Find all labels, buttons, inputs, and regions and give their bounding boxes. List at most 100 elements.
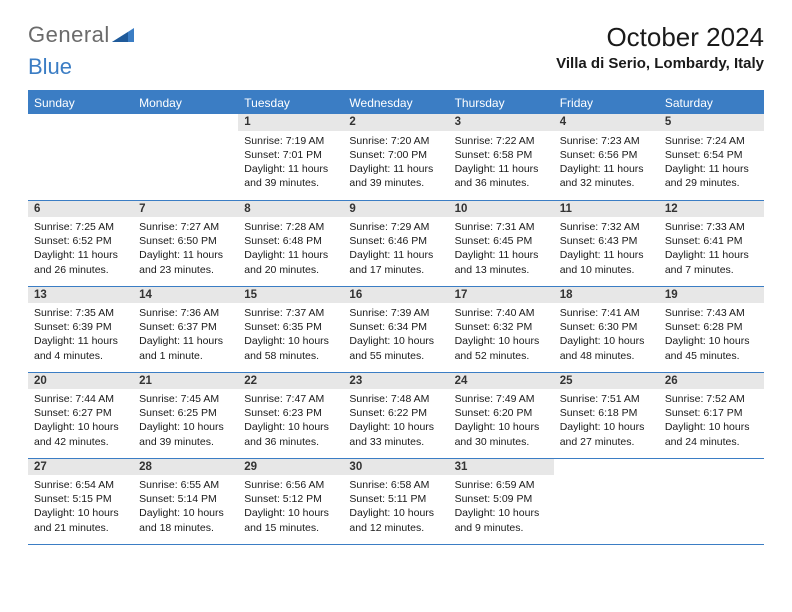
day-number: 2 [343,114,448,131]
calendar-cell: 3Sunrise: 7:22 AMSunset: 6:58 PMDaylight… [449,114,554,200]
weekday-header-row: Sunday Monday Tuesday Wednesday Thursday… [28,91,764,114]
day-details: Sunrise: 7:19 AMSunset: 7:01 PMDaylight:… [238,131,343,195]
day-number: 15 [238,287,343,304]
day-number: 19 [659,287,764,304]
calendar-week-row: 13Sunrise: 7:35 AMSunset: 6:39 PMDayligh… [28,286,764,372]
day-details: Sunrise: 7:37 AMSunset: 6:35 PMDaylight:… [238,303,343,367]
brand-word-2: Blue [28,54,72,79]
day-number: 7 [133,201,238,218]
day-details: Sunrise: 7:20 AMSunset: 7:00 PMDaylight:… [343,131,448,195]
calendar-cell [133,114,238,200]
calendar-week-row: 1Sunrise: 7:19 AMSunset: 7:01 PMDaylight… [28,114,764,200]
calendar-cell: 30Sunrise: 6:58 AMSunset: 5:11 PMDayligh… [343,458,448,544]
calendar-cell: 4Sunrise: 7:23 AMSunset: 6:56 PMDaylight… [554,114,659,200]
day-details: Sunrise: 7:27 AMSunset: 6:50 PMDaylight:… [133,217,238,281]
day-details: Sunrise: 7:31 AMSunset: 6:45 PMDaylight:… [449,217,554,281]
col-friday: Friday [554,91,659,114]
day-details: Sunrise: 7:24 AMSunset: 6:54 PMDaylight:… [659,131,764,195]
calendar-cell [554,458,659,544]
day-number: 6 [28,201,133,218]
calendar-cell: 19Sunrise: 7:43 AMSunset: 6:28 PMDayligh… [659,286,764,372]
calendar-table: Sunday Monday Tuesday Wednesday Thursday… [28,90,764,545]
day-number: 22 [238,373,343,390]
day-details: Sunrise: 6:54 AMSunset: 5:15 PMDaylight:… [28,475,133,539]
logo-triangle-icon [112,26,136,44]
calendar-cell: 15Sunrise: 7:37 AMSunset: 6:35 PMDayligh… [238,286,343,372]
day-details: Sunrise: 7:28 AMSunset: 6:48 PMDaylight:… [238,217,343,281]
day-number: 12 [659,201,764,218]
col-saturday: Saturday [659,91,764,114]
day-details: Sunrise: 7:40 AMSunset: 6:32 PMDaylight:… [449,303,554,367]
brand-logo: General [28,22,136,48]
calendar-page: General October 2024 Villa di Serio, Lom… [0,0,792,545]
calendar-week-row: 20Sunrise: 7:44 AMSunset: 6:27 PMDayligh… [28,372,764,458]
day-details: Sunrise: 6:59 AMSunset: 5:09 PMDaylight:… [449,475,554,539]
calendar-cell [28,114,133,200]
col-wednesday: Wednesday [343,91,448,114]
calendar-week-row: 27Sunrise: 6:54 AMSunset: 5:15 PMDayligh… [28,458,764,544]
calendar-cell: 31Sunrise: 6:59 AMSunset: 5:09 PMDayligh… [449,458,554,544]
calendar-week-row: 6Sunrise: 7:25 AMSunset: 6:52 PMDaylight… [28,200,764,286]
calendar-cell: 6Sunrise: 7:25 AMSunset: 6:52 PMDaylight… [28,200,133,286]
day-number: 20 [28,373,133,390]
col-thursday: Thursday [449,91,554,114]
day-details: Sunrise: 7:32 AMSunset: 6:43 PMDaylight:… [554,217,659,281]
day-details: Sunrise: 7:39 AMSunset: 6:34 PMDaylight:… [343,303,448,367]
calendar-cell: 5Sunrise: 7:24 AMSunset: 6:54 PMDaylight… [659,114,764,200]
calendar-cell: 26Sunrise: 7:52 AMSunset: 6:17 PMDayligh… [659,372,764,458]
day-details: Sunrise: 7:49 AMSunset: 6:20 PMDaylight:… [449,389,554,453]
day-details: Sunrise: 6:58 AMSunset: 5:11 PMDaylight:… [343,475,448,539]
day-details: Sunrise: 7:29 AMSunset: 6:46 PMDaylight:… [343,217,448,281]
day-number: 13 [28,287,133,304]
day-details: Sunrise: 7:25 AMSunset: 6:52 PMDaylight:… [28,217,133,281]
month-title: October 2024 [556,22,764,53]
calendar-cell: 7Sunrise: 7:27 AMSunset: 6:50 PMDaylight… [133,200,238,286]
day-details: Sunrise: 7:35 AMSunset: 6:39 PMDaylight:… [28,303,133,367]
day-number: 18 [554,287,659,304]
day-number: 23 [343,373,448,390]
calendar-cell: 18Sunrise: 7:41 AMSunset: 6:30 PMDayligh… [554,286,659,372]
day-number: 1 [238,114,343,131]
day-number: 25 [554,373,659,390]
day-number: 16 [343,287,448,304]
col-tuesday: Tuesday [238,91,343,114]
day-number: 30 [343,459,448,476]
col-sunday: Sunday [28,91,133,114]
calendar-cell: 12Sunrise: 7:33 AMSunset: 6:41 PMDayligh… [659,200,764,286]
day-number: 27 [28,459,133,476]
day-number: 24 [449,373,554,390]
calendar-cell: 25Sunrise: 7:51 AMSunset: 6:18 PMDayligh… [554,372,659,458]
day-number: 28 [133,459,238,476]
calendar-cell: 27Sunrise: 6:54 AMSunset: 5:15 PMDayligh… [28,458,133,544]
day-details: Sunrise: 7:44 AMSunset: 6:27 PMDaylight:… [28,389,133,453]
day-details: Sunrise: 7:43 AMSunset: 6:28 PMDaylight:… [659,303,764,367]
col-monday: Monday [133,91,238,114]
day-details: Sunrise: 7:33 AMSunset: 6:41 PMDaylight:… [659,217,764,281]
calendar-cell: 2Sunrise: 7:20 AMSunset: 7:00 PMDaylight… [343,114,448,200]
calendar-cell: 29Sunrise: 6:56 AMSunset: 5:12 PMDayligh… [238,458,343,544]
day-details: Sunrise: 7:23 AMSunset: 6:56 PMDaylight:… [554,131,659,195]
calendar-cell [659,458,764,544]
calendar-body: 1Sunrise: 7:19 AMSunset: 7:01 PMDaylight… [28,114,764,544]
calendar-cell: 24Sunrise: 7:49 AMSunset: 6:20 PMDayligh… [449,372,554,458]
calendar-cell: 23Sunrise: 7:48 AMSunset: 6:22 PMDayligh… [343,372,448,458]
calendar-cell: 21Sunrise: 7:45 AMSunset: 6:25 PMDayligh… [133,372,238,458]
day-details: Sunrise: 7:52 AMSunset: 6:17 PMDaylight:… [659,389,764,453]
day-details: Sunrise: 7:48 AMSunset: 6:22 PMDaylight:… [343,389,448,453]
day-number: 14 [133,287,238,304]
day-number: 4 [554,114,659,131]
day-number: 26 [659,373,764,390]
calendar-cell: 16Sunrise: 7:39 AMSunset: 6:34 PMDayligh… [343,286,448,372]
day-number: 8 [238,201,343,218]
calendar-cell: 20Sunrise: 7:44 AMSunset: 6:27 PMDayligh… [28,372,133,458]
day-number: 17 [449,287,554,304]
day-details: Sunrise: 6:55 AMSunset: 5:14 PMDaylight:… [133,475,238,539]
calendar-cell: 11Sunrise: 7:32 AMSunset: 6:43 PMDayligh… [554,200,659,286]
day-number: 10 [449,201,554,218]
day-number: 29 [238,459,343,476]
day-details: Sunrise: 7:36 AMSunset: 6:37 PMDaylight:… [133,303,238,367]
day-details: Sunrise: 7:22 AMSunset: 6:58 PMDaylight:… [449,131,554,195]
day-number: 3 [449,114,554,131]
day-number: 11 [554,201,659,218]
day-number: 21 [133,373,238,390]
